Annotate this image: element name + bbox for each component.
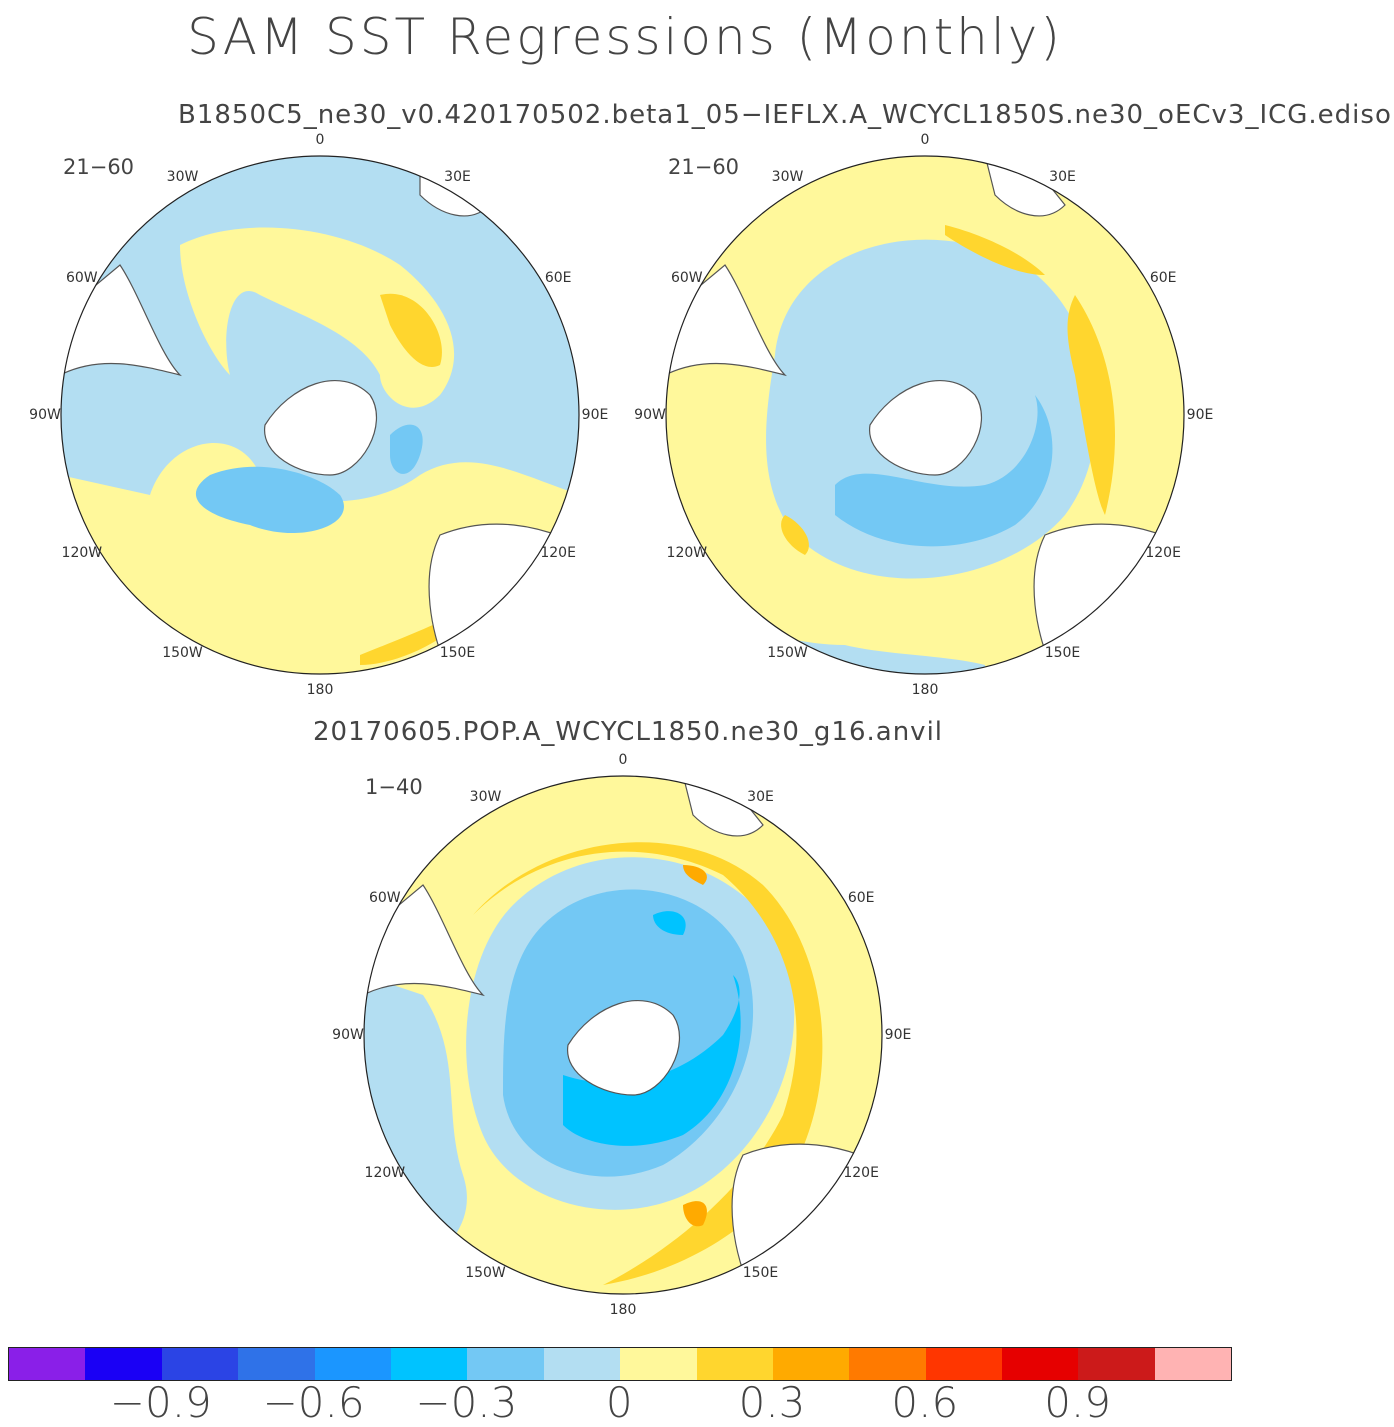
colorbar-tick-label: −0.9: [110, 1378, 212, 1427]
panel-2-lon-label: 180: [912, 682, 939, 698]
panel-3-lon-label: 120E: [843, 1165, 879, 1181]
panel-2-lon-label: 30E: [1049, 169, 1076, 185]
colorbar-cell: [238, 1348, 314, 1380]
colorbar-cell: [85, 1348, 161, 1380]
colorbar-tick-label: 0.6: [891, 1378, 958, 1427]
panel-1-case-title: B1850C5_ne30_v0.420170502.beta1_05−IEFLX…: [178, 100, 1394, 130]
panel-2-lon-label: 90E: [1187, 407, 1214, 423]
colorbar: [8, 1347, 1232, 1381]
colorbar-cell: [926, 1348, 1002, 1380]
panel-3-lon-label: 90W: [332, 1027, 364, 1043]
panel-2-lon-label: 150W: [767, 645, 808, 661]
panel-3-map: [363, 775, 883, 1295]
colorbar-cell: [391, 1348, 467, 1380]
colorbar-cell: [544, 1348, 620, 1380]
panel-1-lon-label: 180: [307, 682, 334, 698]
colorbar-cell: [1078, 1348, 1154, 1380]
panel-1-lon-label: 150W: [162, 645, 203, 661]
panel-3-lon-label: 30E: [747, 789, 774, 805]
panel-3-lon-label: 180: [610, 1302, 637, 1318]
panel-2-map: [665, 155, 1185, 675]
colorbar-cell: [620, 1348, 696, 1380]
colorbar-cell: [697, 1348, 773, 1380]
panel-2-lon-label: 120W: [667, 545, 708, 561]
panel-3-lon-label: 60E: [848, 890, 875, 906]
panel-1-lon-label: 150E: [440, 645, 476, 661]
panel-3-case-title: 20170605.POP.A_WCYCL1850.ne30_g16.anvil: [313, 717, 943, 747]
panel-2-lon-label: 150E: [1045, 645, 1081, 661]
panel-1-lon-label: 90W: [29, 407, 61, 423]
panel-3-lon-label: 0: [619, 752, 628, 768]
panel-3-lon-label: 90E: [885, 1027, 912, 1043]
panel-1-lon-label: 30W: [167, 169, 199, 185]
figure-title: SAM SST Regressions (Monthly): [0, 8, 1250, 66]
panel-2-lon-label: 120E: [1145, 545, 1181, 561]
colorbar-tick-label: −0.6: [263, 1378, 365, 1427]
colorbar-cell: [162, 1348, 238, 1380]
colorbar-tick-label: 0.9: [1044, 1378, 1111, 1427]
panel-1-lon-label: 30E: [444, 169, 471, 185]
panel-2-lon-label: 60W: [671, 270, 703, 286]
panel-1-lon-label: 60W: [66, 270, 98, 286]
panel-1-map: [60, 155, 580, 675]
panel-1-lon-label: 120E: [540, 545, 576, 561]
panel-3-lon-label: 120W: [365, 1165, 406, 1181]
colorbar-cell: [773, 1348, 849, 1380]
panel-1-lon-label: 0: [316, 132, 325, 148]
colorbar-cell: [849, 1348, 925, 1380]
panel-2-lon-label: 30W: [772, 169, 804, 185]
panel-1-lon-label: 120W: [62, 545, 103, 561]
panel-3-lon-label: 30W: [470, 789, 502, 805]
panel-2-lon-label: 0: [921, 132, 930, 148]
panel-2-lon-label: 60E: [1150, 270, 1177, 286]
colorbar-tick-label: 0: [606, 1378, 633, 1427]
panel-3-lon-label: 60W: [369, 890, 401, 906]
colorbar-cell: [1155, 1348, 1231, 1380]
panel-1-lon-label: 90E: [582, 407, 609, 423]
panel-3-lon-label: 150E: [743, 1265, 779, 1281]
panel-3-lon-label: 150W: [465, 1265, 506, 1281]
colorbar-tick-label: 0.3: [739, 1378, 806, 1427]
colorbar-cell: [315, 1348, 391, 1380]
panel-2-lon-label: 90W: [634, 407, 666, 423]
colorbar-cell: [1002, 1348, 1078, 1380]
colorbar-cell: [467, 1348, 543, 1380]
panel-1-lon-label: 60E: [545, 270, 572, 286]
colorbar-cell: [9, 1348, 85, 1380]
colorbar-tick-label: −0.3: [415, 1378, 517, 1427]
